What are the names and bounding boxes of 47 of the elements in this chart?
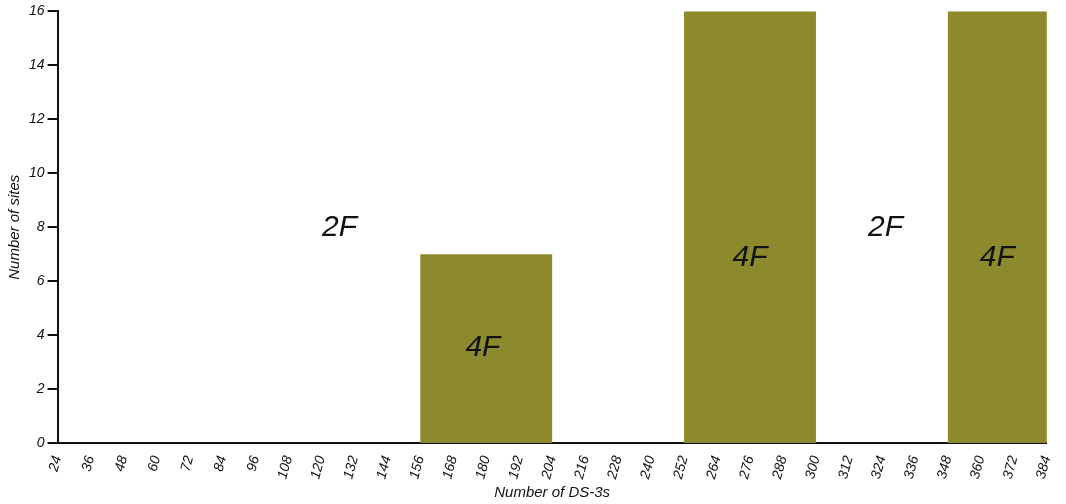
x-tick-label: 336 [900,453,922,481]
y-tick-label: 4 [36,326,45,343]
x-tick-label: 348 [933,453,955,481]
x-tick-label: 360 [965,453,988,481]
annotation: 4F [465,329,503,363]
x-tick-label: 60 [143,453,164,474]
x-tick-label: 264 [701,453,724,482]
y-tick-label: 2 [35,380,45,397]
x-tick-label: 192 [504,453,526,481]
y-tick-label: 10 [28,164,45,181]
x-tick-label: 252 [668,453,691,482]
annotation: 2F [867,208,905,242]
x-tick-label: 204 [537,453,559,482]
y-tick-label: 16 [28,2,45,19]
x-tick-label: 120 [306,453,329,481]
x-tick-label: 168 [438,453,460,481]
y-tick-label: 12 [28,110,45,127]
annotation: 2F [320,208,359,242]
x-tick-label: 324 [867,453,889,481]
x-tick-label: 312 [834,453,856,481]
y-tick-label: 8 [36,218,45,235]
x-tick-label: 96 [242,453,263,474]
y-tick-label: 14 [28,56,45,73]
y-tick-label: 0 [36,433,45,450]
x-tick-label: 156 [405,453,427,481]
annotation: 4F [732,238,770,272]
x-tick-label: 72 [176,453,197,474]
y-axis-title: Number of sites [5,174,23,280]
x-tick-label: 144 [372,453,395,481]
x-tick-label: 288 [767,453,790,482]
x-tick-label: 36 [77,453,98,474]
x-tick-label: 48 [110,453,131,474]
x-tick-label: 384 [1031,453,1054,481]
x-tick-label: 108 [273,453,296,481]
x-tick-label: 180 [471,453,493,481]
x-tick-label: 276 [734,453,757,482]
y-tick-label: 6 [36,272,45,289]
x-axis-title: Number of DS-3s [494,483,611,501]
x-tick-label: 300 [801,453,823,481]
x-tick-label: 228 [603,453,625,482]
x-tick-label: 24 [44,453,65,475]
annotation: 4F [979,238,1017,272]
x-tick-label: 216 [570,453,592,482]
x-tick-label: 372 [998,453,1021,481]
x-tick-label: 132 [339,453,362,481]
x-tick-label: 84 [209,453,230,474]
x-tick-label: 240 [635,453,658,482]
